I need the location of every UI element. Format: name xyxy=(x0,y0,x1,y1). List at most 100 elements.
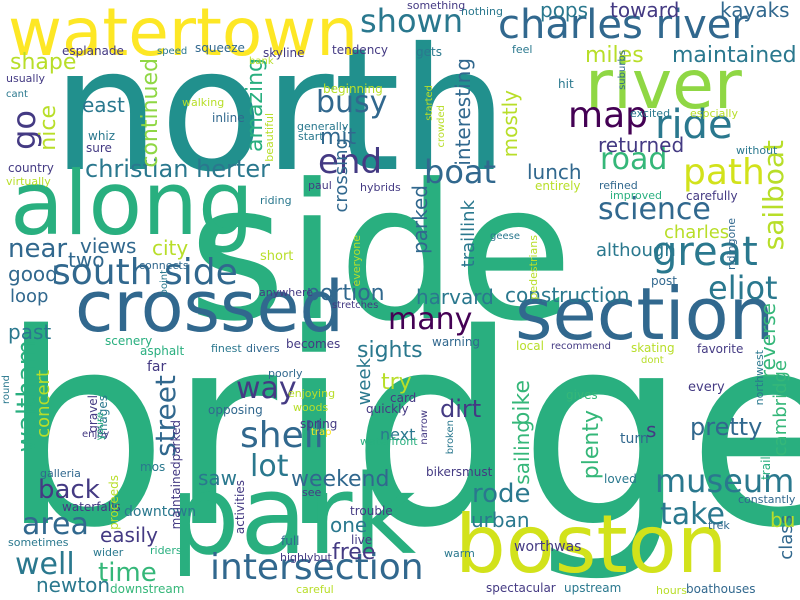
word-good: good xyxy=(8,262,58,286)
word-trap: trap xyxy=(311,427,332,438)
word-entirely: entirely xyxy=(535,179,581,193)
word-well: well xyxy=(15,547,75,582)
word-favorite: favorite xyxy=(697,342,744,356)
word-city: city xyxy=(152,236,189,260)
word-eliot: eliot xyxy=(708,269,778,307)
word-busy: busy xyxy=(316,85,388,120)
word-feel: feel xyxy=(512,43,533,56)
word-side: side xyxy=(188,144,574,363)
word-great: great xyxy=(652,229,758,275)
word-turn: turn xyxy=(620,431,649,447)
word-many: many xyxy=(388,302,473,337)
word-stretches: stretches xyxy=(332,300,379,311)
word-anywhere: anywhere xyxy=(259,286,314,299)
word-usually: usually xyxy=(6,72,46,85)
word-charles: charles xyxy=(664,222,730,243)
word-virtually: virtually xyxy=(6,175,51,188)
word-loved: loved xyxy=(604,472,637,486)
word-far: far xyxy=(147,359,167,375)
word-refined: refined xyxy=(599,179,638,192)
word-northwest: northwest xyxy=(753,350,766,406)
word-way: way xyxy=(236,371,297,406)
word-short: short xyxy=(260,249,294,264)
word-portion: portion xyxy=(306,281,385,306)
word-ridingone: ridingone xyxy=(725,218,738,271)
word-start: start xyxy=(298,130,324,143)
word-bank: bank xyxy=(249,56,274,67)
word-trouble: trouble xyxy=(350,504,393,518)
word-activities: activities xyxy=(233,480,247,535)
word-riders: riders xyxy=(150,544,182,557)
word-river: river xyxy=(585,46,742,125)
word-enjoying: enjoying xyxy=(288,387,336,400)
word-mos: mos xyxy=(140,460,166,474)
word-path: path xyxy=(683,152,765,193)
word-area: area xyxy=(22,507,89,542)
word-without: without xyxy=(736,144,778,157)
word-warning: warning xyxy=(432,335,481,349)
word-newton: newton xyxy=(36,573,111,597)
word-nice: nice xyxy=(36,105,61,151)
word-everyone: everyone xyxy=(350,235,363,287)
word-something: something xyxy=(407,0,466,12)
word-generally: generally xyxy=(297,120,349,133)
word-harvard: harvard xyxy=(416,285,494,309)
word-south-side: south side xyxy=(52,252,238,293)
word-card: card xyxy=(390,391,417,405)
word-mostly: mostly xyxy=(498,90,522,158)
word-local: local xyxy=(516,339,544,353)
word-hours: hours xyxy=(656,584,687,597)
word-riding: riding xyxy=(260,194,292,207)
word-past: past xyxy=(8,320,52,344)
word-whiz: whiz xyxy=(88,129,116,143)
word-waterfalls: waterfalls xyxy=(62,500,121,514)
word-cant: cant xyxy=(6,89,28,100)
word-christian-herter: christian herter xyxy=(85,155,270,183)
word-highlybut: highlybut xyxy=(280,551,332,564)
word-woods: woods xyxy=(293,401,329,414)
word-point: point xyxy=(159,270,170,296)
word-round: round xyxy=(1,375,12,405)
word-urban: urban xyxy=(471,508,530,532)
word-skyline: skyline xyxy=(263,46,305,60)
word-lunch: lunch xyxy=(527,160,582,184)
word-opposing: opposing xyxy=(208,403,263,417)
word-wider: wider xyxy=(93,546,124,559)
word-boston: boston xyxy=(455,498,728,591)
word-although: although xyxy=(596,240,676,261)
word-waterfront: waterfront xyxy=(360,435,418,448)
word-becomes: becomes xyxy=(286,337,341,351)
word-skating: skating xyxy=(631,341,675,355)
word-easily: easily xyxy=(100,523,158,547)
word-take: take xyxy=(660,497,725,532)
word-weekend: weekend xyxy=(291,467,390,492)
word-downstream: downstream xyxy=(110,582,185,596)
word-sights: sights xyxy=(357,338,423,363)
word-time: time xyxy=(98,558,157,588)
word-views: views xyxy=(80,234,137,258)
word-quickly: quickly xyxy=(366,402,409,416)
word-week: week xyxy=(354,358,375,406)
word-mit: mit xyxy=(320,125,357,150)
word-ride: ride xyxy=(655,102,733,148)
word-map: map xyxy=(568,95,648,136)
word-shell: shell xyxy=(240,415,324,456)
word-toward: toward xyxy=(610,0,680,22)
word-museum: museum xyxy=(655,462,795,500)
word-live: live xyxy=(351,533,373,547)
word-paul: paul xyxy=(308,179,332,192)
word-pops: pops xyxy=(540,0,589,22)
word-beautiful: beautiful xyxy=(263,113,276,162)
word-asphalt: asphalt xyxy=(140,344,185,358)
word-kayaks: kayaks xyxy=(720,0,790,22)
word-speed: speed xyxy=(157,46,188,57)
word-careful: careful xyxy=(296,583,334,596)
word-dirt: dirt xyxy=(440,395,482,423)
word-walking: walking xyxy=(182,96,225,109)
word-upstream: upstream xyxy=(564,581,622,595)
word-crossing: crossing xyxy=(331,138,352,213)
word-end: end xyxy=(318,142,383,182)
word-bridge: bridge xyxy=(0,278,800,586)
word-cambridge: cambridge xyxy=(770,360,791,457)
word-shape: shape xyxy=(10,50,77,75)
